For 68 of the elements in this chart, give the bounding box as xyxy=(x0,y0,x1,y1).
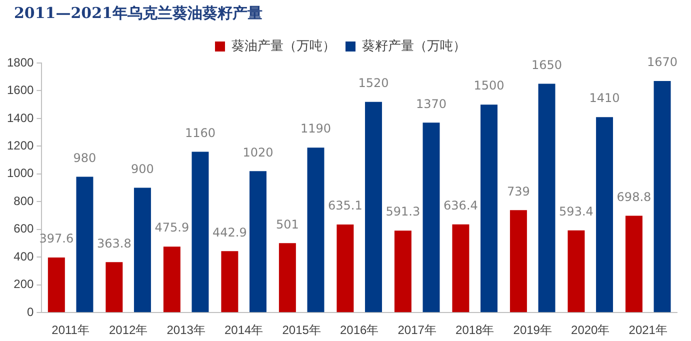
bar xyxy=(510,210,527,312)
legend-label: 葵籽产量（万吨） xyxy=(362,38,466,54)
bar xyxy=(163,246,180,312)
bar xyxy=(76,176,94,312)
data-label: 593.4 xyxy=(559,204,594,218)
data-label: 397.6 xyxy=(39,232,74,246)
data-label: 591.3 xyxy=(386,204,420,219)
data-label: 980 xyxy=(73,150,96,165)
data-label: 1670 xyxy=(647,55,678,70)
bar xyxy=(250,171,266,312)
y-tick-label: 200 xyxy=(14,277,34,292)
data-label: 1520 xyxy=(358,76,389,90)
x-tick-label: 2020年 xyxy=(571,323,610,338)
bar xyxy=(278,243,296,312)
bar xyxy=(596,117,614,312)
bar xyxy=(480,104,498,312)
data-label: 1500 xyxy=(474,78,504,93)
y-tick-label: 1600 xyxy=(6,83,34,98)
y-tick-label: 400 xyxy=(14,249,34,264)
data-label: 635.1 xyxy=(328,198,362,213)
bar xyxy=(568,230,585,312)
bar xyxy=(625,216,642,312)
data-label: 1650 xyxy=(531,58,562,72)
x-tick-label: 2011年 xyxy=(52,323,90,338)
bar xyxy=(106,262,123,312)
bar xyxy=(538,84,556,312)
data-label: 900 xyxy=(131,162,154,176)
data-label: 1370 xyxy=(416,96,447,111)
data-label: 501 xyxy=(276,217,299,232)
bar xyxy=(654,81,671,312)
legend-label: 葵油产量（万吨） xyxy=(232,38,336,54)
x-tick-label: 2013年 xyxy=(166,323,206,338)
bar xyxy=(192,152,209,312)
x-tick-label: 2014年 xyxy=(224,323,264,338)
bar xyxy=(394,230,412,312)
data-label: 1190 xyxy=(300,122,332,136)
bar xyxy=(365,102,382,312)
y-tick-label: 1000 xyxy=(6,166,34,180)
x-tick-label: 2019年 xyxy=(513,323,552,338)
y-tick-label: 600 xyxy=(14,222,34,236)
bar xyxy=(221,251,238,312)
data-label: 739 xyxy=(507,184,530,198)
data-label: 1160 xyxy=(184,126,216,140)
y-tick-label: 1800 xyxy=(6,55,34,70)
x-tick-label: 2015年 xyxy=(282,323,321,338)
y-tick-label: 1200 xyxy=(6,138,34,153)
x-tick-label: 2017年 xyxy=(398,323,436,338)
x-tick-label: 2012年 xyxy=(108,323,148,338)
data-label: 363.8 xyxy=(97,236,132,250)
data-label: 698.8 xyxy=(616,190,652,204)
bar xyxy=(336,224,354,312)
data-label: 1020 xyxy=(242,145,274,160)
data-label: 475.9 xyxy=(154,220,190,235)
bar xyxy=(422,122,440,312)
data-label: 636.4 xyxy=(444,198,478,212)
data-label: 1410 xyxy=(589,91,620,106)
bar xyxy=(307,148,324,312)
y-tick-label: 800 xyxy=(14,194,34,208)
x-tick-label: 2016年 xyxy=(340,323,379,338)
bar xyxy=(452,224,470,312)
y-tick-label: 0 xyxy=(27,304,34,319)
x-tick-label: 2018年 xyxy=(456,323,494,338)
bar xyxy=(48,257,65,312)
bar xyxy=(134,188,151,312)
data-label: 442.9 xyxy=(212,225,247,240)
x-tick-label: 2021年 xyxy=(628,323,668,338)
y-tick-label: 1400 xyxy=(6,110,34,125)
chart-title: 2011—2021年乌克兰葵油葵籽产量 xyxy=(14,4,262,23)
